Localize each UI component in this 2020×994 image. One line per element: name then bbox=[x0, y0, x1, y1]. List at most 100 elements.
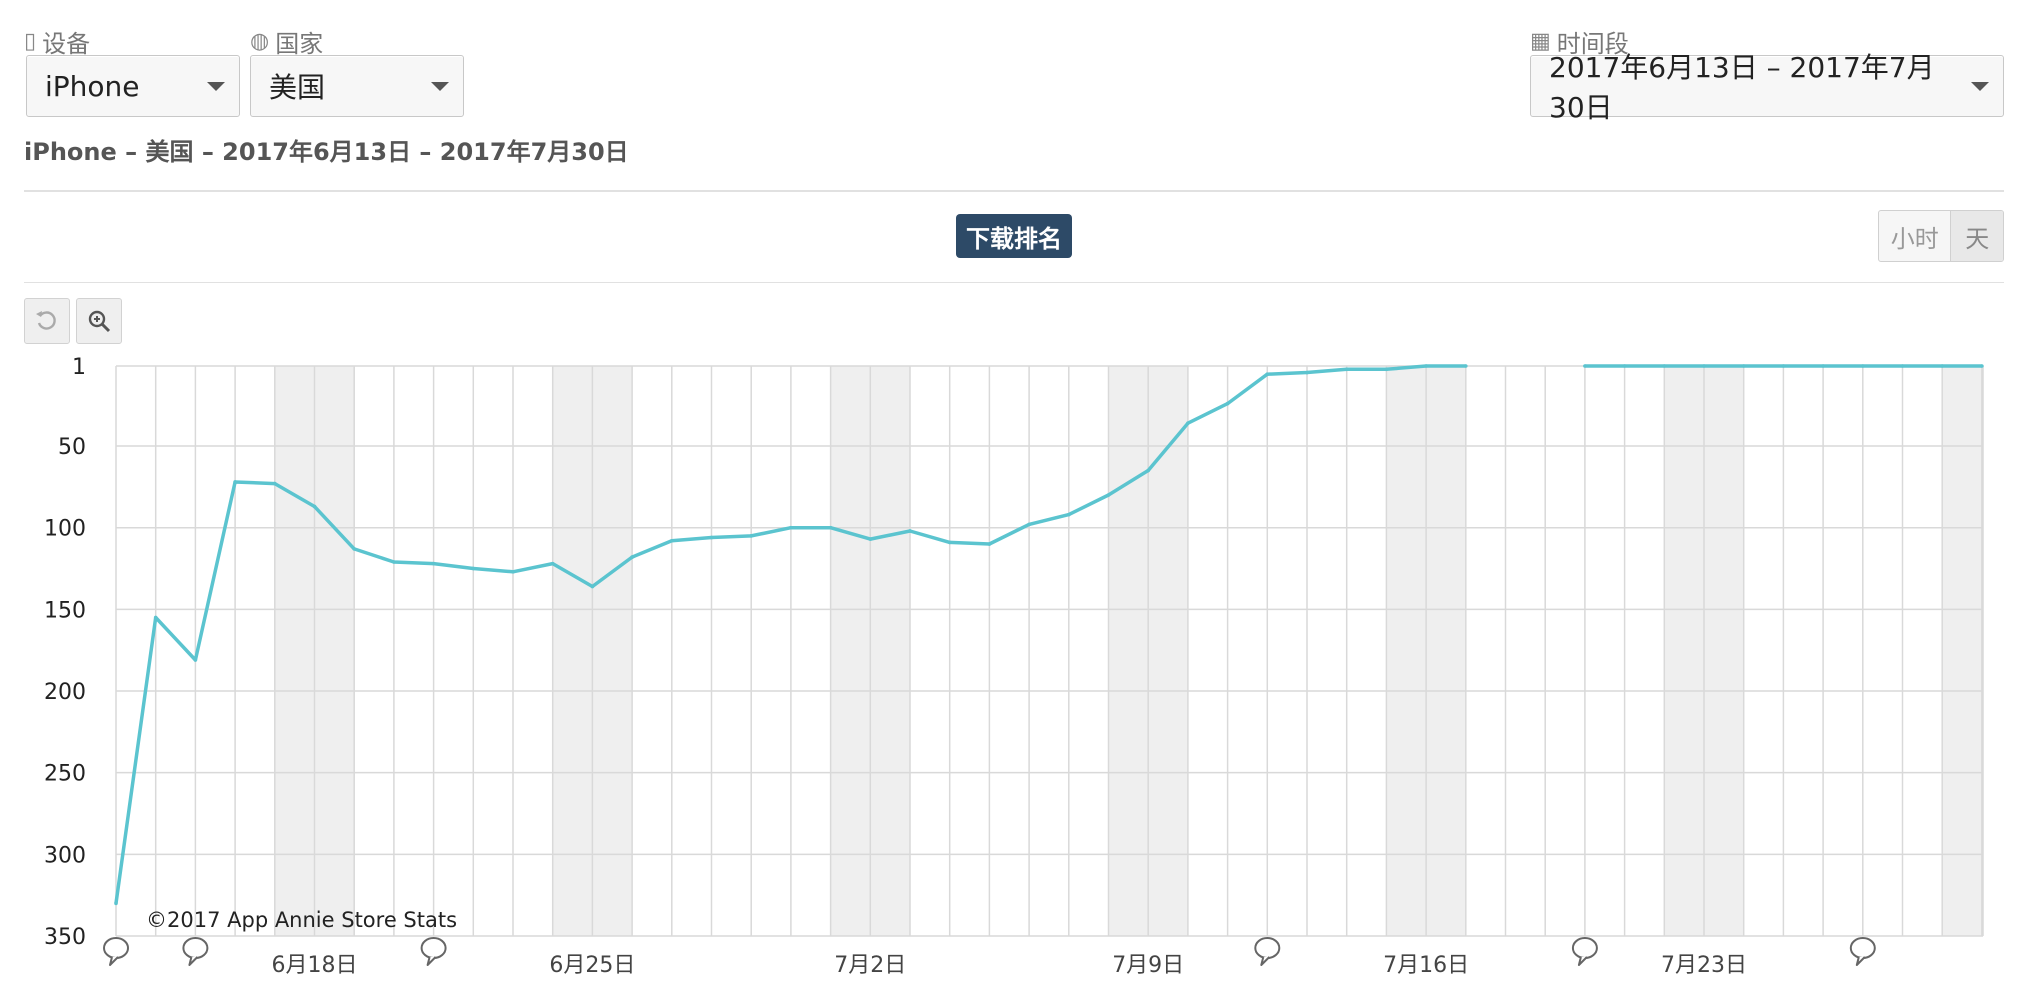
device-select[interactable]: iPhone bbox=[26, 55, 240, 117]
x-tick-label: 6月25日 bbox=[549, 953, 635, 978]
globe-icon: ◍ bbox=[250, 29, 270, 54]
weekend-shading bbox=[274, 366, 1983, 936]
y-tick-label: 200 bbox=[44, 680, 86, 705]
data-point bbox=[1424, 364, 1428, 368]
data-point bbox=[1940, 364, 1944, 368]
data-point bbox=[1861, 364, 1865, 368]
x-tick-label: 7月2日 bbox=[834, 953, 906, 978]
toggle-hour[interactable]: 小时 bbox=[1890, 224, 1939, 253]
speech-bubble-icon[interactable] bbox=[1571, 937, 1598, 966]
data-point bbox=[193, 658, 198, 662]
data-point bbox=[590, 584, 595, 589]
data-point bbox=[868, 537, 873, 541]
y-tick-label: 50 bbox=[58, 435, 86, 460]
chevron-down-icon bbox=[207, 82, 225, 91]
y-tick-label: 1 bbox=[72, 355, 86, 380]
x-tick-label: 6月18日 bbox=[272, 953, 358, 978]
phone-icon: ▯ bbox=[24, 29, 37, 54]
country-select[interactable]: 美国 bbox=[250, 55, 464, 117]
data-point bbox=[1980, 364, 1984, 368]
data-point bbox=[789, 525, 793, 530]
granularity-toggle: 小时 天 bbox=[1878, 210, 2004, 262]
data-point bbox=[550, 561, 555, 566]
rank-line-series bbox=[114, 364, 1984, 906]
x-tick-label: 7月23日 bbox=[1661, 953, 1747, 978]
data-point bbox=[1583, 364, 1587, 368]
data-point bbox=[153, 615, 158, 620]
data-point bbox=[630, 555, 634, 559]
y-tick-label: 100 bbox=[44, 517, 86, 542]
y-tick-label: 300 bbox=[44, 843, 86, 868]
zoom-in-icon bbox=[88, 310, 111, 333]
metric-badge[interactable]: 下载排名 bbox=[956, 214, 1072, 258]
divider bbox=[24, 190, 2004, 192]
speech-bubble-icon[interactable] bbox=[1254, 937, 1281, 966]
divider bbox=[24, 282, 2004, 283]
data-point bbox=[1821, 364, 1825, 368]
country-select-value: 美国 bbox=[269, 71, 326, 104]
data-point bbox=[1225, 401, 1230, 406]
weekend-band bbox=[1942, 366, 1983, 936]
data-point bbox=[908, 529, 912, 533]
period-select-value: 2017年6月13日 – 2017年7月30日 bbox=[1549, 51, 1935, 124]
reset-zoom-icon bbox=[36, 311, 56, 330]
data-point bbox=[670, 538, 674, 543]
y-tick-label: 250 bbox=[44, 762, 86, 787]
speech-bubble-icon[interactable] bbox=[1849, 937, 1876, 966]
country-filter-label: ◍ 国家 bbox=[250, 29, 324, 58]
data-point bbox=[1662, 364, 1667, 368]
data-point bbox=[1067, 512, 1071, 517]
data-point bbox=[1702, 364, 1706, 368]
reset-zoom-button[interactable] bbox=[24, 298, 70, 344]
data-point bbox=[471, 566, 476, 571]
data-point bbox=[1305, 370, 1309, 375]
chart-credit: ©2017 App Annie Store Stats bbox=[146, 908, 457, 932]
calendar-icon: ▦ bbox=[1530, 29, 1551, 54]
data-point bbox=[1146, 468, 1150, 473]
x-tick-label: 7月16日 bbox=[1383, 953, 1469, 978]
y-tick-label: 150 bbox=[44, 598, 86, 623]
data-point bbox=[1464, 364, 1468, 368]
speech-bubble-icon[interactable] bbox=[182, 937, 209, 966]
data-point bbox=[1781, 364, 1786, 368]
data-point bbox=[1106, 493, 1111, 497]
data-point bbox=[709, 535, 714, 540]
data-point bbox=[1384, 367, 1389, 372]
data-point bbox=[511, 569, 515, 574]
data-point bbox=[1622, 364, 1627, 368]
y-tick-label: 350 bbox=[44, 925, 86, 950]
data-point bbox=[233, 480, 237, 484]
period-filter-label: ▦ 时间段 bbox=[1530, 29, 1629, 58]
data-point bbox=[431, 561, 436, 566]
data-point bbox=[1741, 364, 1746, 368]
data-point bbox=[312, 504, 317, 509]
device-select-value: iPhone bbox=[45, 69, 140, 103]
chevron-down-icon bbox=[431, 82, 449, 91]
x-axis: 6月18日 6月25日 7月2日 7月9日 7月16日 7月23日 bbox=[272, 953, 1748, 978]
data-point bbox=[392, 560, 396, 564]
zoom-in-button[interactable] bbox=[76, 298, 122, 344]
data-point bbox=[947, 540, 952, 545]
speech-bubble-icon[interactable] bbox=[103, 937, 129, 966]
x-tick-label: 7月9日 bbox=[1112, 953, 1184, 978]
data-point bbox=[352, 547, 357, 551]
chart-subtitle: iPhone – 美国 – 2017年6月13日 – 2017年7月30日 bbox=[24, 138, 629, 166]
chart-grid bbox=[115, 365, 1984, 937]
data-point bbox=[1186, 421, 1190, 425]
data-point bbox=[1344, 367, 1349, 372]
device-filter-label: ▯ 设备 bbox=[24, 29, 91, 58]
speech-bubble-icon[interactable] bbox=[420, 937, 447, 966]
toggle-day[interactable]: 天 bbox=[1950, 211, 2003, 261]
data-point bbox=[273, 481, 277, 486]
data-point bbox=[1900, 364, 1905, 368]
annotations bbox=[103, 937, 1876, 966]
data-point bbox=[114, 901, 118, 906]
data-point bbox=[828, 525, 833, 530]
data-point bbox=[749, 534, 753, 538]
data-point bbox=[987, 542, 992, 546]
data-point bbox=[1265, 372, 1270, 376]
chevron-down-icon bbox=[1971, 82, 1989, 91]
period-select[interactable]: 2017年6月13日 – 2017年7月30日 bbox=[1530, 51, 2004, 124]
